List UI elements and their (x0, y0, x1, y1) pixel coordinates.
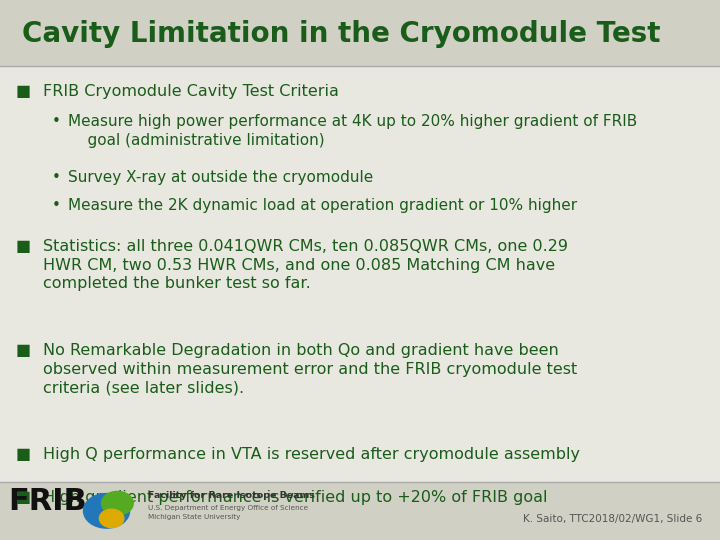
Text: FRIB Cryomodule Cavity Test Criteria: FRIB Cryomodule Cavity Test Criteria (43, 84, 339, 99)
Text: ■: ■ (16, 343, 31, 358)
Text: High Q performance in VTA is reserved after cryomodule assembly: High Q performance in VTA is reserved af… (43, 447, 580, 462)
Text: Michigan State University: Michigan State University (148, 514, 240, 521)
FancyBboxPatch shape (0, 482, 720, 540)
Text: FRIB: FRIB (9, 487, 87, 516)
Text: Survey X-ray at outside the cryomodule: Survey X-ray at outside the cryomodule (68, 170, 374, 185)
Text: ■: ■ (16, 84, 31, 99)
FancyBboxPatch shape (0, 0, 720, 66)
Text: No Remarkable Degradation in both Qo and gradient have been
observed within meas: No Remarkable Degradation in both Qo and… (43, 343, 577, 395)
Text: U.S. Department of Energy Office of Science: U.S. Department of Energy Office of Scie… (148, 504, 307, 511)
Text: High gradient performance is verified up to +20% of FRIB goal: High gradient performance is verified up… (43, 490, 548, 505)
Text: ■: ■ (16, 490, 31, 505)
Text: Statistics: all three 0.041QWR CMs, ten 0.085QWR CMs, one 0.29
HWR CM, two 0.53 : Statistics: all three 0.041QWR CMs, ten … (43, 239, 568, 292)
Text: Measure the 2K dynamic load at operation gradient or 10% higher: Measure the 2K dynamic load at operation… (68, 198, 577, 213)
Text: K. Saito, TTC2018/02/WG1, Slide 6: K. Saito, TTC2018/02/WG1, Slide 6 (523, 515, 702, 524)
Circle shape (99, 509, 124, 528)
Text: Facility for Rare Isotope Beams: Facility for Rare Isotope Beams (148, 491, 315, 500)
Text: •: • (52, 114, 60, 129)
Text: Cavity Limitation in the Cryomodule Test: Cavity Limitation in the Cryomodule Test (22, 20, 660, 48)
Circle shape (102, 491, 133, 515)
Circle shape (84, 494, 130, 528)
Text: •: • (52, 170, 60, 185)
Text: ■: ■ (16, 447, 31, 462)
Text: •: • (52, 198, 60, 213)
Text: ■: ■ (16, 239, 31, 254)
Text: Measure high power performance at 4K up to 20% higher gradient of FRIB
    goal : Measure high power performance at 4K up … (68, 114, 638, 147)
